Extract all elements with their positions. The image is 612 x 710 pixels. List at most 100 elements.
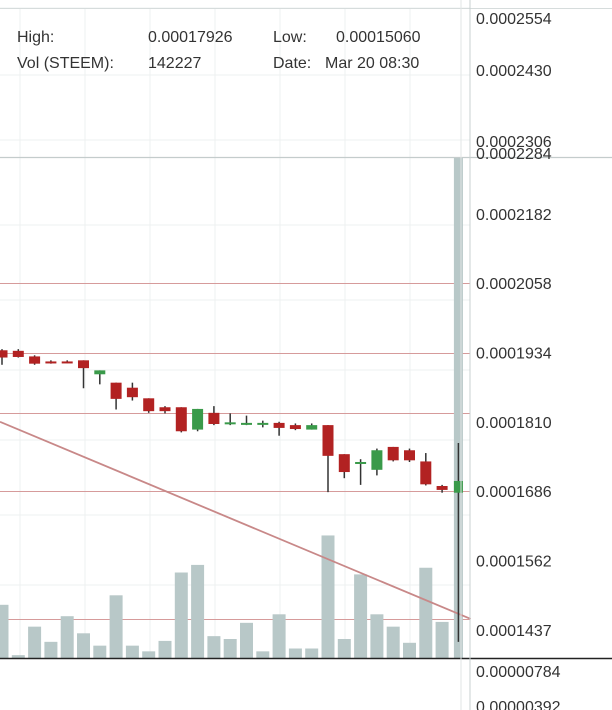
upper-axis-tick-label: 0.0002554 xyxy=(476,11,552,28)
volume-bar xyxy=(142,651,156,658)
volume-bar xyxy=(321,535,335,658)
volume-bar xyxy=(453,157,463,658)
low-value: 0.00015060 xyxy=(336,29,421,46)
candle xyxy=(175,407,187,433)
price-axis-tick-label: 0.0001686 xyxy=(476,484,552,501)
candle xyxy=(338,454,350,479)
volume-bar xyxy=(11,655,25,658)
candle xyxy=(306,423,318,430)
volume-bar xyxy=(207,636,221,658)
volume-bar xyxy=(223,639,237,658)
volume-bar xyxy=(386,626,400,658)
candle-body xyxy=(61,361,73,364)
candle xyxy=(257,420,269,428)
candlesticks xyxy=(0,349,463,642)
candle-body xyxy=(94,370,106,375)
candle xyxy=(126,382,138,401)
candle xyxy=(61,360,73,364)
volume-bar xyxy=(158,640,172,658)
volume-bar xyxy=(256,651,270,658)
volume-label: Vol (STEEM): xyxy=(17,55,114,72)
candle-body xyxy=(192,408,204,430)
candle xyxy=(29,355,41,365)
volume-bar xyxy=(305,648,319,658)
candle-body xyxy=(273,422,285,428)
candle xyxy=(273,421,285,436)
price-axis-tick-label: 0.0002284 xyxy=(476,146,552,163)
candle xyxy=(143,398,155,413)
date-label: Date: xyxy=(273,55,312,72)
candle xyxy=(404,448,415,462)
candle-body xyxy=(143,398,155,412)
volume-bar xyxy=(125,645,139,658)
low-label: Low: xyxy=(273,29,307,46)
candle-body xyxy=(355,461,367,464)
candle xyxy=(371,448,383,476)
volume-axis-tick-label: 0.00000392 xyxy=(476,699,561,710)
volume-bar xyxy=(28,626,42,658)
candle xyxy=(45,360,57,364)
volume-bar xyxy=(272,614,286,658)
candle xyxy=(387,446,399,462)
candle-body xyxy=(453,480,463,493)
volume-bar xyxy=(240,622,253,658)
candle xyxy=(208,406,220,426)
candle-body xyxy=(175,407,187,432)
candle-body xyxy=(29,356,41,364)
upper-axis-tick-label: 0.0002306 xyxy=(476,134,552,151)
upper-axis-tick-label: 0.0002430 xyxy=(476,63,552,80)
candle-body xyxy=(12,350,24,357)
candle-body xyxy=(420,461,432,485)
candle xyxy=(436,484,448,493)
date-value: Mar 20 08:30 xyxy=(325,55,420,72)
candle-body xyxy=(371,450,383,470)
volume-bar xyxy=(0,604,9,658)
trendline xyxy=(0,420,472,620)
candle xyxy=(94,370,106,385)
high-label: High: xyxy=(17,29,55,46)
price-axis-tick-label: 0.0002058 xyxy=(476,276,552,293)
volume-bar xyxy=(435,621,449,658)
candle xyxy=(110,382,122,410)
volume-bar xyxy=(174,572,188,658)
volume-axis-tick-label: 0.00000784 xyxy=(476,664,561,681)
candle-body xyxy=(45,361,57,364)
candle-body xyxy=(387,446,399,461)
candle xyxy=(224,413,236,426)
candle xyxy=(0,349,8,365)
volume-bar xyxy=(337,639,351,658)
candle-body xyxy=(0,350,8,358)
candle-body xyxy=(322,425,334,456)
volume-bar xyxy=(288,648,302,658)
volume-bar xyxy=(93,645,107,658)
chart-grid xyxy=(0,7,470,658)
candle-body xyxy=(436,486,448,490)
volume-bar xyxy=(60,616,74,658)
candle xyxy=(322,425,334,493)
candle xyxy=(159,406,171,414)
candle-body xyxy=(78,360,89,369)
candle xyxy=(289,423,301,431)
volume-bar xyxy=(354,574,368,658)
volume-value: 142227 xyxy=(148,55,202,72)
candle xyxy=(192,408,204,432)
price-axis-tick-label: 0.0001437 xyxy=(476,623,552,640)
volume-bars xyxy=(0,157,463,658)
candle xyxy=(453,442,463,642)
price-axis-tick-label: 0.0001562 xyxy=(476,553,552,570)
candle-body xyxy=(404,450,415,461)
volume-bar xyxy=(403,642,416,658)
candle xyxy=(12,349,24,358)
candle xyxy=(420,453,432,486)
volume-bar xyxy=(109,595,123,658)
high-value: 0.00017926 xyxy=(148,29,233,46)
candle-body xyxy=(257,422,269,425)
price-axis-tick-label: 0.0001934 xyxy=(476,346,552,363)
candle-body xyxy=(289,425,301,430)
horizontal-level-lines xyxy=(0,283,470,620)
trendline-segment xyxy=(0,420,472,620)
candle xyxy=(78,360,89,389)
